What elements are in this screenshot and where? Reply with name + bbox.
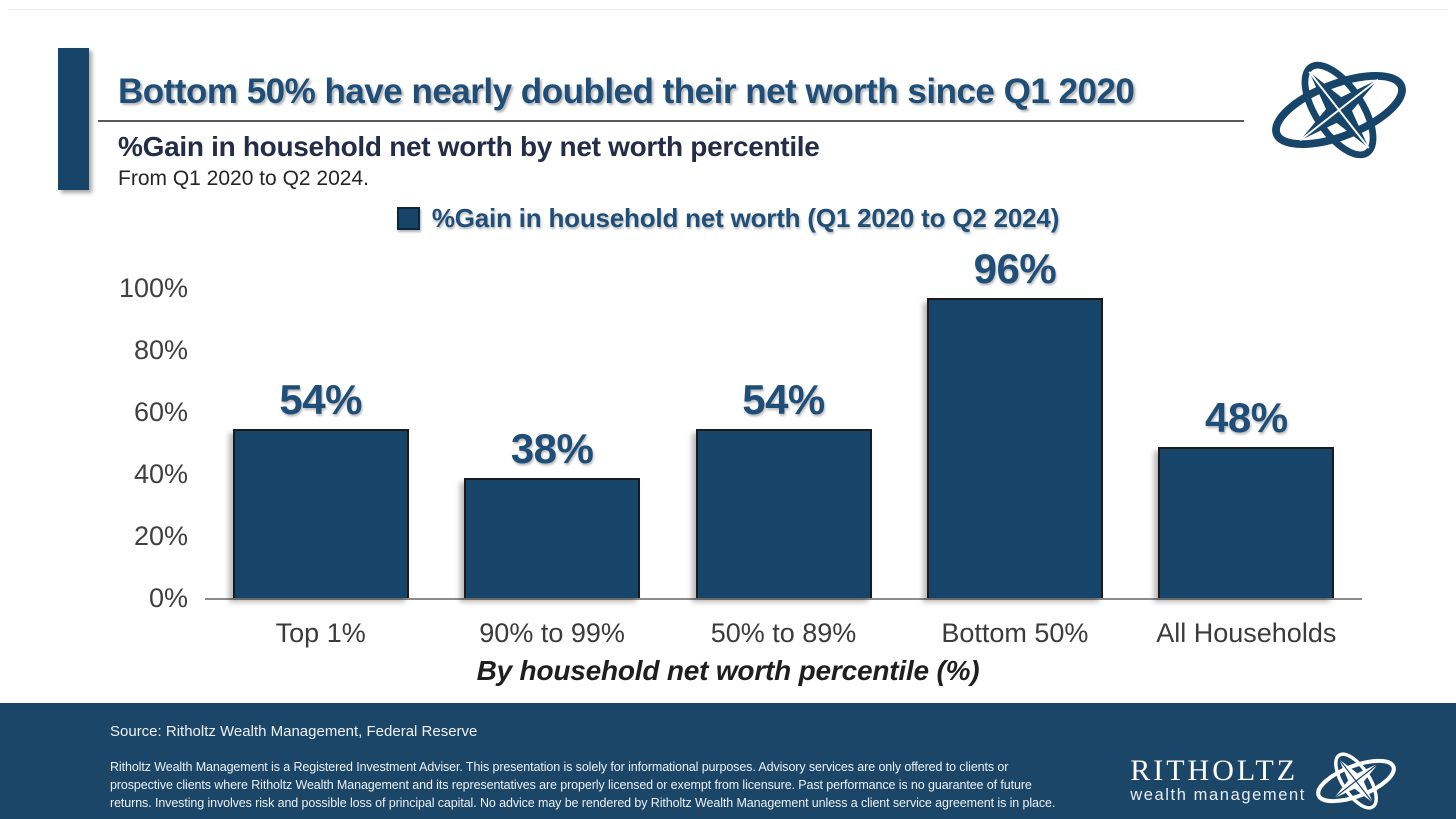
- x-axis-category-label: Bottom 50%: [941, 618, 1089, 648]
- bar: [232, 428, 409, 598]
- bar-group: 38% 90% to 99%: [464, 288, 641, 648]
- chart-legend: %Gain in household net worth (Q1 2020 to…: [0, 200, 1456, 236]
- x-axis-title: By household net worth percentile (%): [476, 655, 980, 686]
- bar: [464, 478, 641, 598]
- date-range-note: From Q1 2020 to Q2 2024.: [118, 167, 369, 190]
- footer: Source: Ritholtz Wealth Management, Fede…: [0, 703, 1456, 819]
- bar: [926, 298, 1103, 598]
- x-axis-category-label: Top 1%: [275, 618, 366, 648]
- y-axis-tick-label: 100%: [118, 273, 188, 303]
- source-note: Source: Ritholtz Wealth Management, Fede…: [110, 723, 478, 740]
- brand-subtitle: wealth management: [1130, 786, 1306, 804]
- bar-group: 96% Bottom 50%: [926, 246, 1103, 648]
- disclaimer-line: Ritholtz Wealth Management is a Register…: [110, 760, 1009, 774]
- bar-value-label: 38%: [510, 425, 594, 473]
- disclaimer: Ritholtz Wealth Management is a Register…: [110, 758, 1055, 812]
- y-axis-tick-label: 60%: [133, 397, 188, 427]
- bar-group: 54% 50% to 89%: [695, 288, 872, 648]
- bar: [695, 428, 872, 598]
- disclaimer-line: returns. Investing involves risk and pos…: [110, 796, 1056, 810]
- bar-group: 48% All Households: [1156, 288, 1336, 648]
- y-axis-tick-label: 0%: [148, 583, 188, 613]
- bar: [1158, 447, 1335, 598]
- chart-subtitle: %Gain in household net worth by net wort…: [118, 131, 820, 162]
- accent-bar: [58, 48, 89, 190]
- bar-value-label: 54%: [742, 375, 825, 423]
- footer-brand-text: RITHOLTZ wealth management: [1130, 754, 1306, 805]
- x-axis-category-label: 50% to 89%: [710, 618, 857, 648]
- y-axis-tick-label: 80%: [133, 335, 188, 365]
- brand-name: RITHOLTZ: [1130, 754, 1299, 787]
- disclaimer-line: prospective clients where Ritholtz Wealt…: [110, 778, 1032, 792]
- bar-value-label: 54%: [279, 375, 362, 423]
- title-underline: [98, 120, 1244, 122]
- footer-brand: RITHOLTZ wealth management: [1130, 745, 1400, 817]
- bar-value-label: 48%: [1205, 394, 1288, 442]
- y-axis-tick-label: 20%: [133, 521, 188, 551]
- y-axis-tick-label: 40%: [133, 459, 188, 489]
- ritholtz-compass-logo-white: [1316, 752, 1396, 810]
- page-title: Bottom 50% have nearly doubled their net…: [118, 72, 1135, 111]
- slide-top-edge: [8, 9, 1448, 10]
- x-axis-category-label: All Households: [1156, 618, 1337, 648]
- legend-label: %Gain in household net worth (Q1 2020 to…: [431, 202, 1060, 233]
- ritholtz-compass-icon: [1272, 61, 1406, 159]
- legend-swatch: [396, 206, 420, 230]
- x-axis-category-label: 90% to 99%: [479, 618, 625, 648]
- bar-group: 54% Top 1%: [232, 288, 409, 648]
- plot-area: 54% Top 1% 38% 90% to 99% 54% 50% to 89% 96% Bo…: [205, 246, 1362, 648]
- bar-value-label: 96%: [973, 245, 1057, 293]
